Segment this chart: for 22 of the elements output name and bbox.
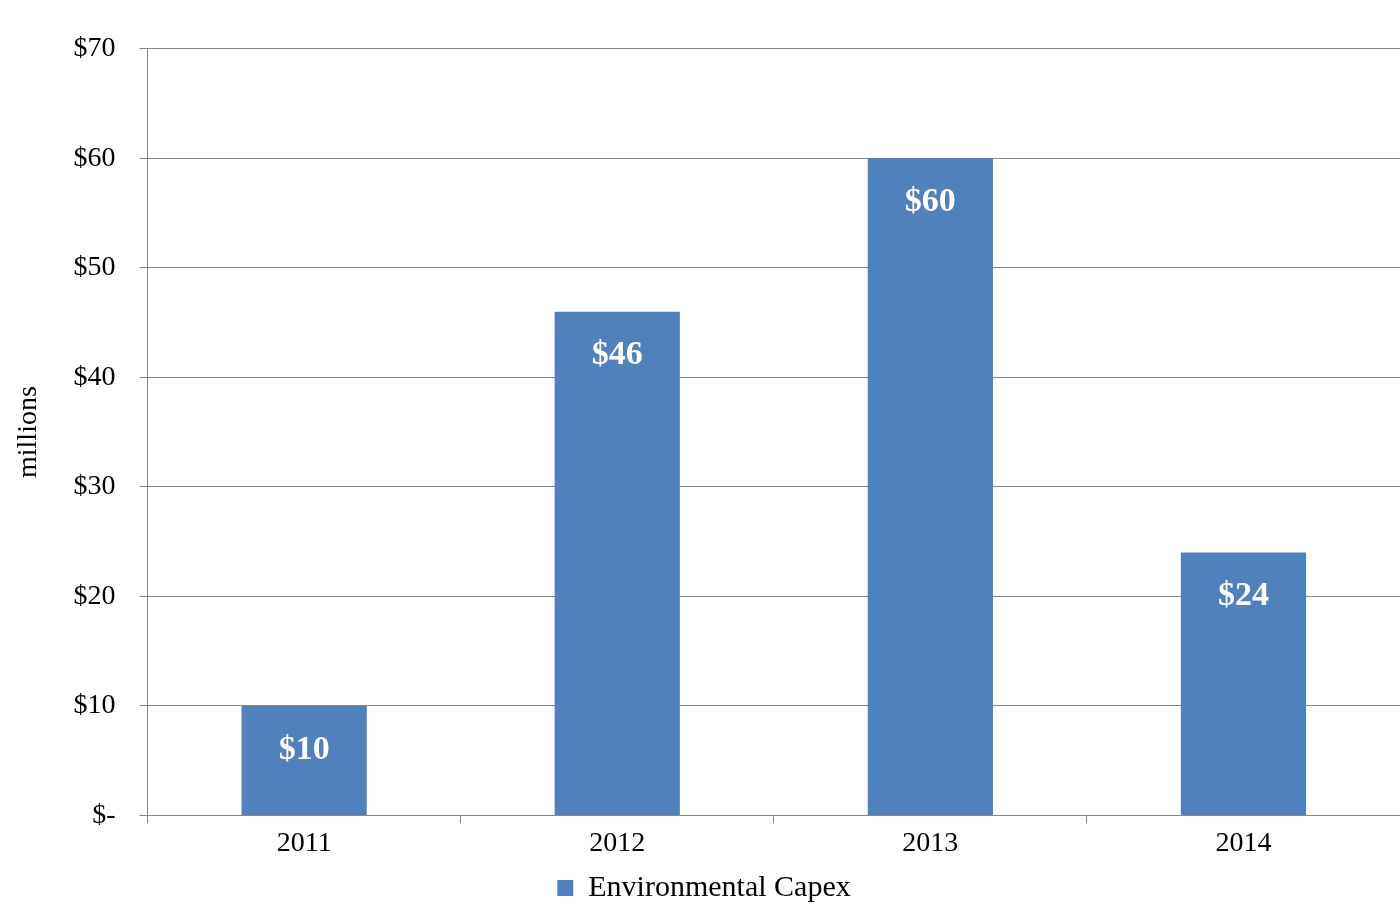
y-tick-label: $- bbox=[92, 797, 116, 829]
x-tick-label: 2013 bbox=[902, 825, 959, 857]
y-tick-label: $40 bbox=[73, 359, 116, 391]
bar bbox=[867, 158, 993, 815]
y-tick-label: $50 bbox=[73, 250, 116, 282]
bar bbox=[241, 705, 367, 815]
x-tick-label: 2011 bbox=[276, 825, 332, 857]
y-tick-label: $30 bbox=[73, 469, 116, 501]
data-label: $10 bbox=[278, 728, 330, 766]
y-tick-label: $20 bbox=[73, 578, 116, 610]
data-label: $24 bbox=[1217, 575, 1269, 613]
x-tick-label: 2012 bbox=[589, 825, 646, 857]
y-tick-label: $70 bbox=[73, 31, 116, 63]
bar bbox=[1180, 552, 1307, 815]
legend-label: Environmental Capex bbox=[588, 868, 851, 902]
x-tick-label: 2014 bbox=[1215, 825, 1272, 857]
bar bbox=[554, 311, 680, 815]
data-label: $60 bbox=[904, 181, 956, 219]
y-tick-label: $10 bbox=[73, 688, 116, 720]
y-axis-title: millions bbox=[11, 386, 43, 478]
data-label: $46 bbox=[591, 334, 643, 372]
y-tick-label: $60 bbox=[73, 140, 116, 172]
